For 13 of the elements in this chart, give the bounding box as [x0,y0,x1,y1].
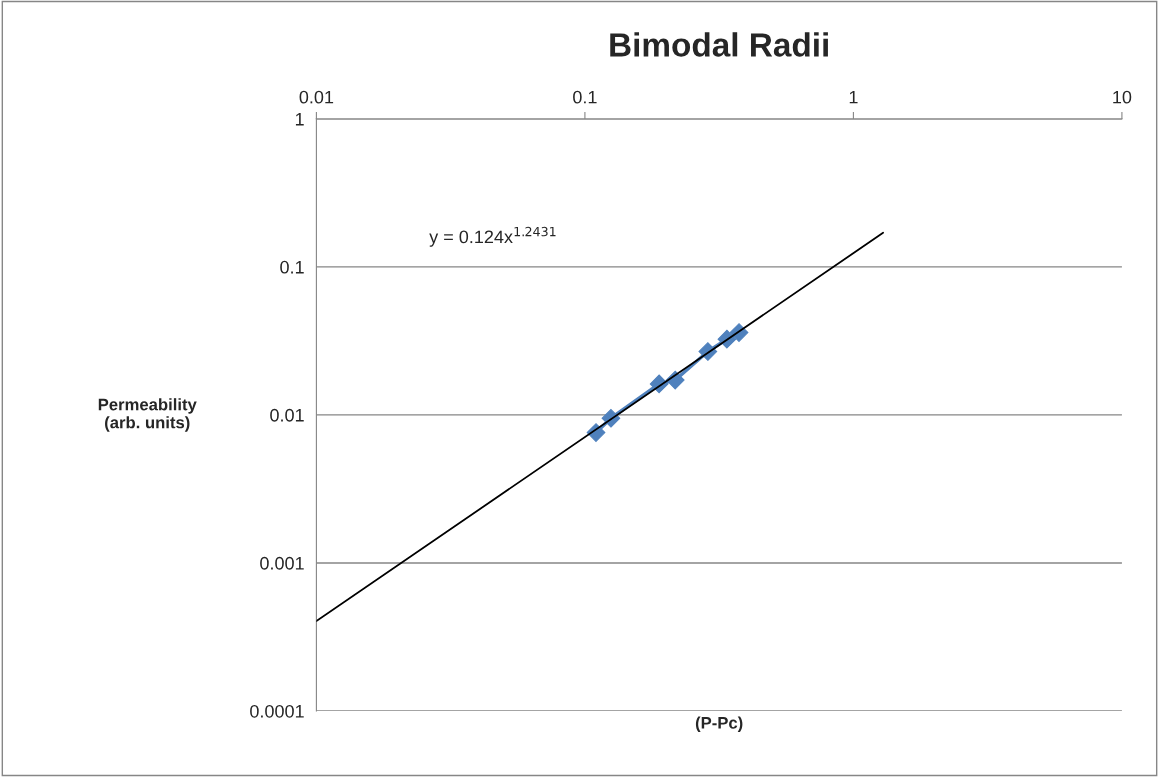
x-tick-label: 0.01 [299,90,334,104]
x-tick-label: 1 [849,90,858,104]
y-axis-title: Permeability (arb. units) [98,398,197,432]
y-tick-label: 0.0001 [250,704,304,718]
y-tick-label: 0.01 [270,408,304,422]
annotation: y = 0.124x$^{1.2431}$ [429,226,556,247]
y-tick-label: 1 [295,113,304,126]
x-tick-label: 0.1 [573,90,597,104]
y-tick-label: 0.001 [260,556,304,570]
chart-title: Bimodal Radii [610,32,828,57]
y-tick-label: 0.1 [280,260,304,274]
x-tick-label: 10 [1113,90,1132,104]
x-axis-title: (P-Pc) [695,716,743,733]
